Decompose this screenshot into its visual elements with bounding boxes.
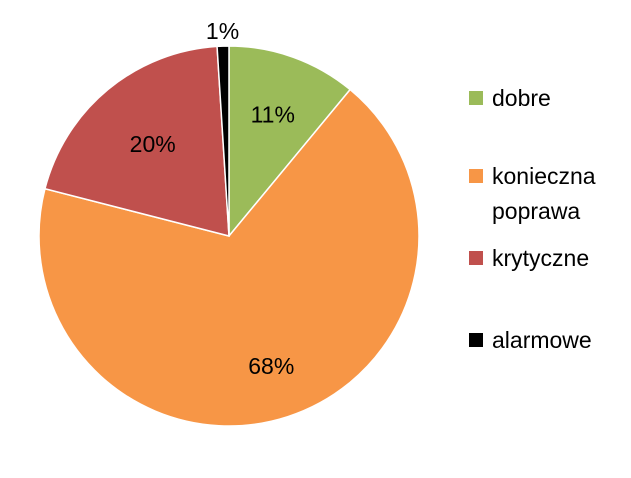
pie-slice-krytyczne (44, 45, 230, 237)
legend-label: poprawa (492, 198, 580, 224)
legend-item-dobre: dobre (469, 85, 551, 111)
legend-swatch (469, 333, 483, 347)
data-labels: 11% 68% 20% 1% (130, 18, 295, 379)
legend-swatch (469, 169, 483, 183)
pie-slices (38, 45, 420, 427)
legend-label: dobre (492, 85, 551, 111)
pie-slice-konieczna-poprawa (38, 88, 420, 427)
data-label-krytyczne: 20% (130, 131, 176, 157)
data-label-dobre: 11% (251, 101, 295, 127)
legend-item-konieczna-poprawa: konieczna poprawa (469, 163, 596, 224)
legend-label: krytyczne (492, 245, 589, 271)
legend-swatch (469, 251, 483, 265)
data-label-konieczna-poprawa: 68% (248, 353, 294, 379)
legend: dobre konieczna poprawa krytyczne alarmowe (469, 85, 596, 353)
pie-slice-alarmowe (216, 45, 230, 237)
legend-label: konieczna (492, 163, 596, 189)
legend-swatch (469, 91, 483, 105)
legend-label: alarmowe (492, 327, 592, 353)
legend-item-krytyczne: krytyczne (469, 245, 589, 271)
legend-item-alarmowe: alarmowe (469, 327, 592, 353)
data-label-alarmowe: 1% (206, 18, 239, 44)
pie-slice-dobre (228, 45, 352, 239)
